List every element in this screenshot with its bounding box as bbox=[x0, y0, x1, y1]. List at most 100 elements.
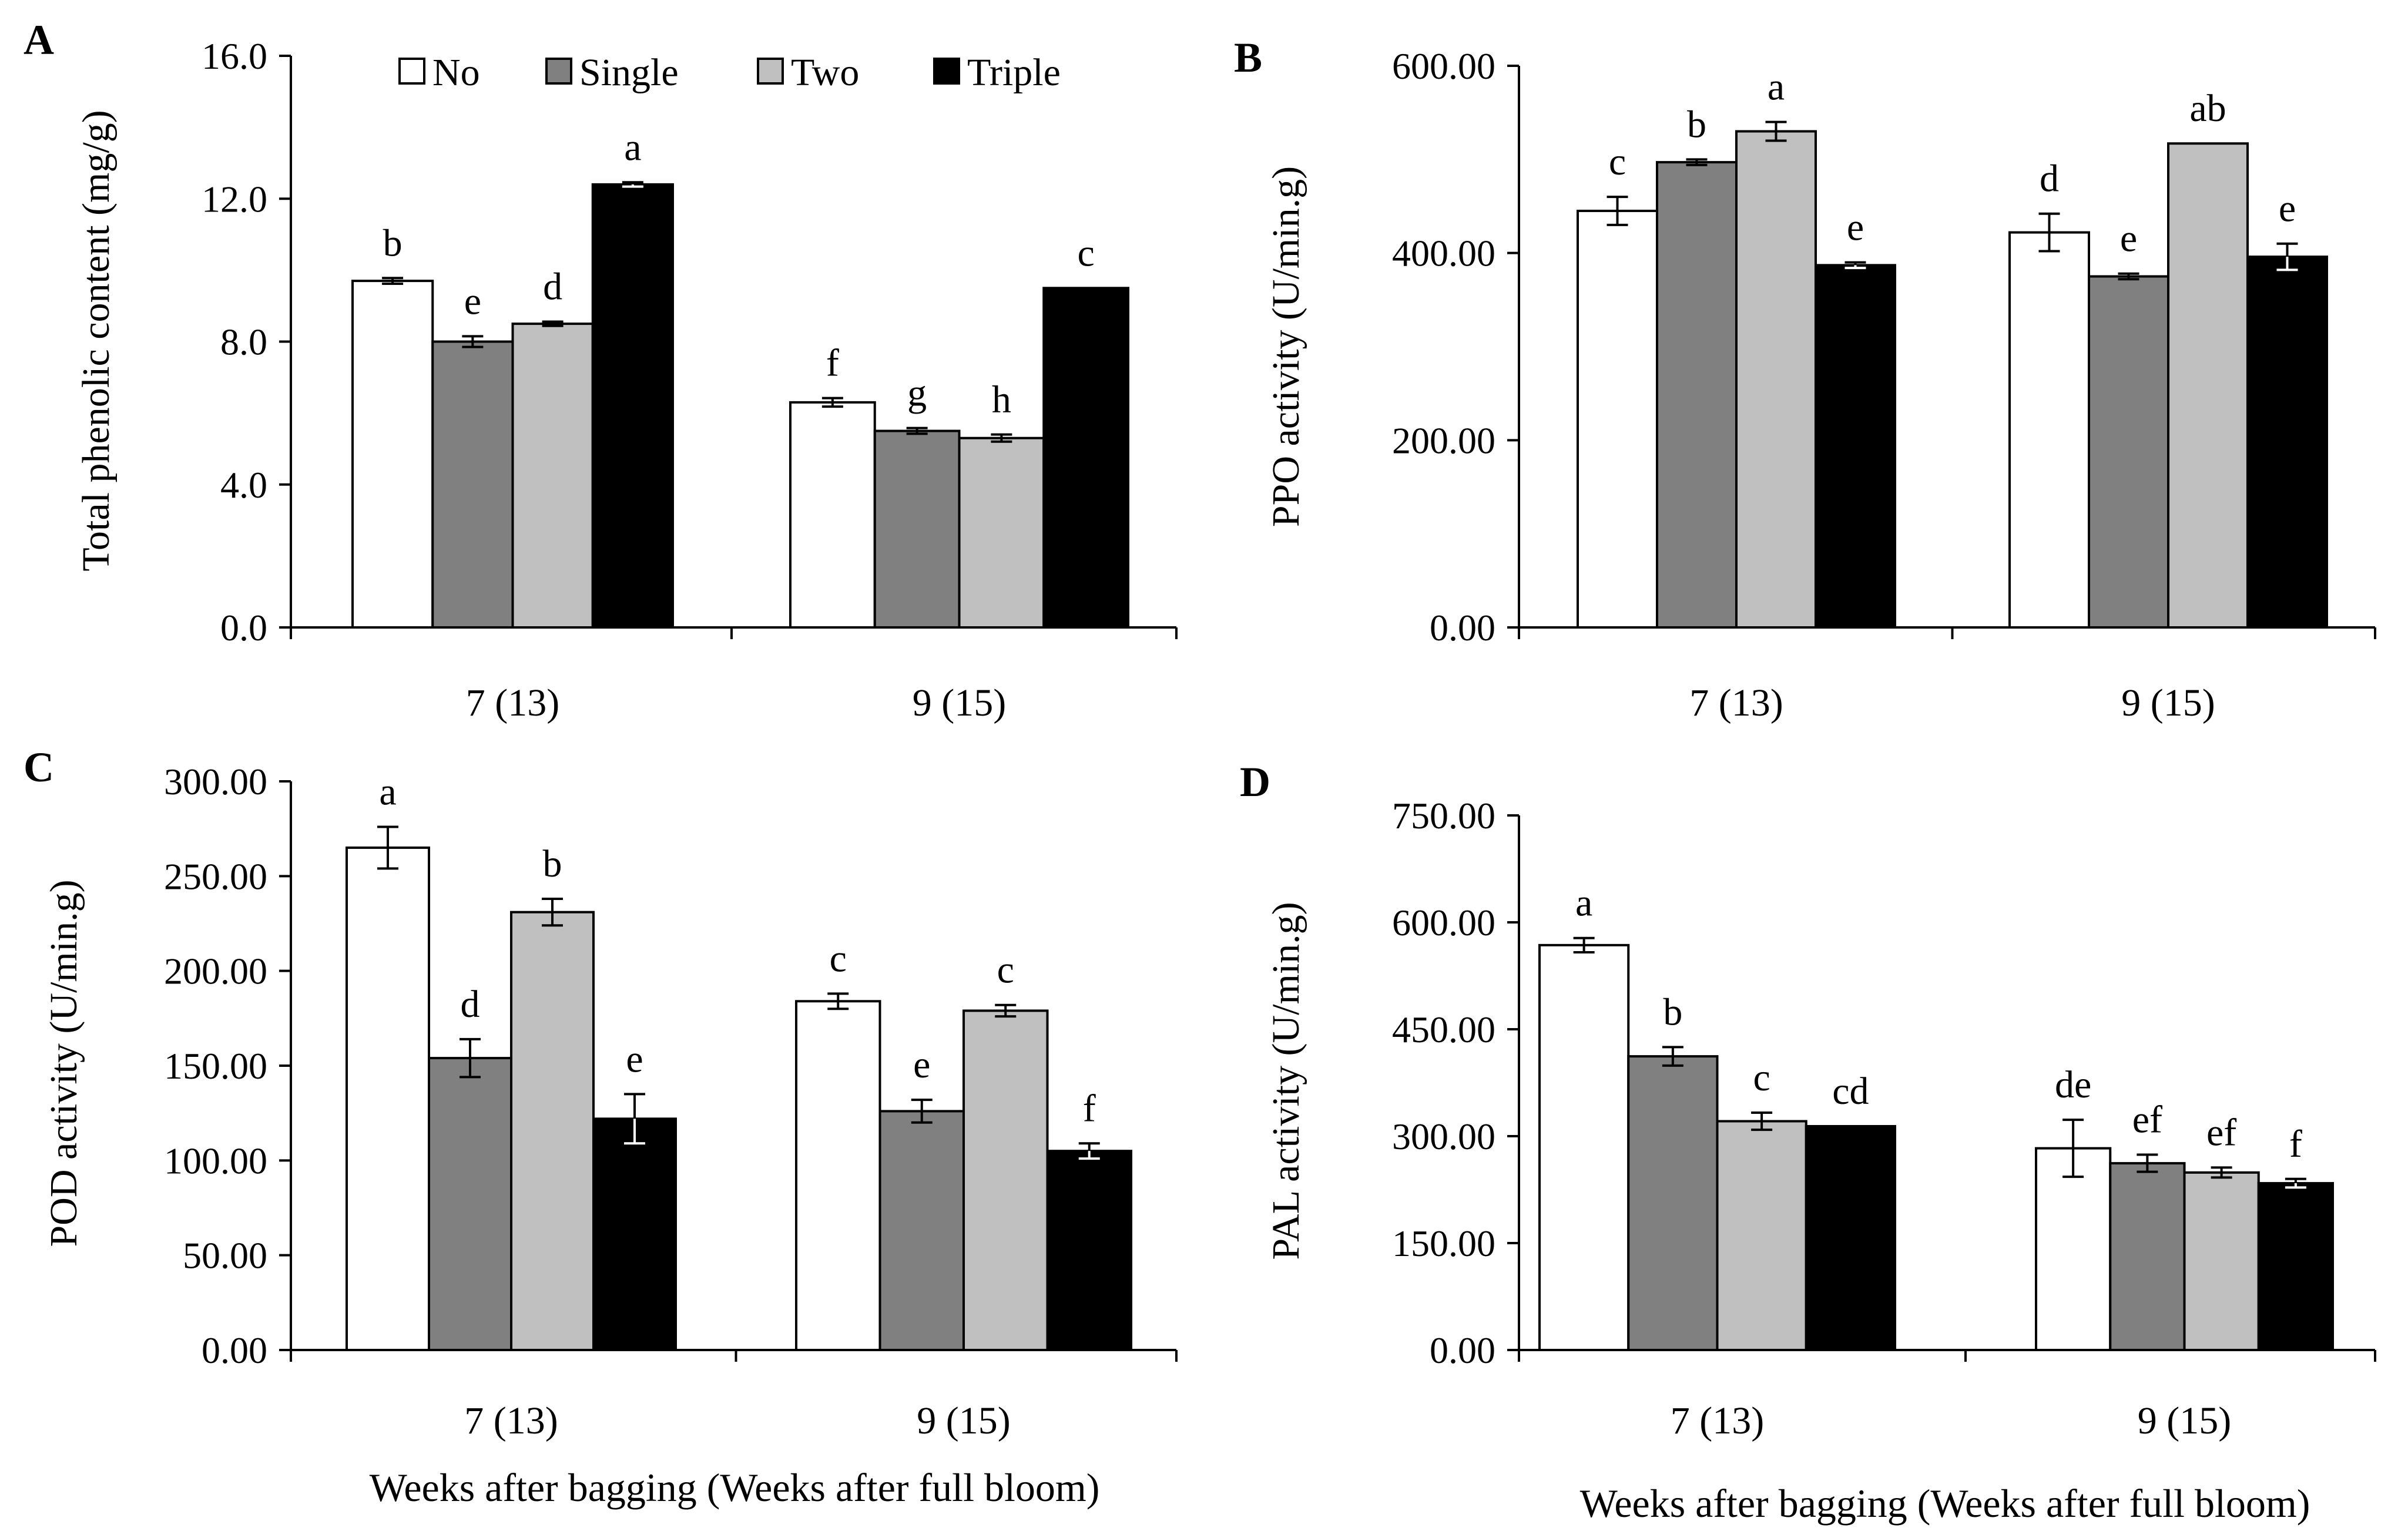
y-tick-label: 750.00 bbox=[1392, 795, 1495, 837]
y-tick-label: 50.00 bbox=[183, 1235, 267, 1277]
significance-letter: a bbox=[379, 770, 396, 813]
significance-letter: e bbox=[2279, 187, 2296, 230]
significance-letter: a bbox=[624, 126, 641, 169]
y-axis-title: PAL activity (U/min.g) bbox=[1265, 902, 1307, 1260]
legend-swatch-two bbox=[757, 58, 784, 85]
x-category-label: 7 (13) bbox=[466, 681, 559, 724]
significance-letter: ef bbox=[2132, 1099, 2162, 1141]
bar-no bbox=[1577, 209, 1658, 629]
significance-letter: c bbox=[1077, 231, 1094, 274]
bar-single bbox=[873, 429, 961, 629]
bar-no bbox=[789, 401, 876, 629]
bar-single bbox=[2109, 1162, 2186, 1352]
bar-single bbox=[428, 1057, 512, 1352]
significance-letter: e bbox=[2120, 217, 2137, 260]
x-axis-title: Weeks after bagging (Weeks after full bl… bbox=[370, 1465, 1100, 1510]
y-tick-label: 12.0 bbox=[202, 178, 267, 220]
panel-letter: D bbox=[1240, 758, 1270, 805]
significance-letter: g bbox=[907, 372, 927, 415]
legend: No Single Two Triple bbox=[398, 51, 1061, 94]
bar-two bbox=[958, 436, 1045, 629]
y-tick-label: 400.00 bbox=[1392, 233, 1495, 274]
significance-letter: e bbox=[913, 1043, 930, 1086]
significance-letter: de bbox=[2055, 1063, 2091, 1106]
y-tick-label: 250.00 bbox=[164, 855, 267, 897]
bar-no bbox=[2008, 231, 2090, 629]
bar-triple bbox=[2246, 256, 2328, 629]
x-category-label: 9 (15) bbox=[2121, 681, 2215, 724]
significance-letter: b bbox=[1687, 103, 1706, 146]
bar-two bbox=[962, 1009, 1049, 1351]
bar-single bbox=[878, 1110, 965, 1351]
significance-letter: f bbox=[2289, 1123, 2302, 1166]
y-tick-label: 150.00 bbox=[164, 1045, 267, 1087]
significance-letter: c bbox=[997, 949, 1014, 992]
significance-letter: d bbox=[461, 983, 480, 1026]
x-category-label: 9 (15) bbox=[2138, 1399, 2231, 1442]
significance-letter: e bbox=[626, 1037, 643, 1080]
y-tick-label: 600.00 bbox=[1392, 902, 1495, 943]
legend-swatch-single bbox=[545, 58, 572, 85]
bar-single bbox=[431, 340, 514, 629]
bar-two bbox=[510, 911, 595, 1351]
bar-triple bbox=[1805, 1125, 1896, 1351]
bar-two bbox=[1716, 1120, 1807, 1352]
bar-two bbox=[1735, 130, 1817, 629]
bar-two bbox=[2167, 142, 2249, 629]
y-tick-label: 8.0 bbox=[220, 321, 267, 363]
legend-label-triple: Triple bbox=[967, 51, 1061, 94]
significance-letter: a bbox=[1768, 66, 1785, 109]
significance-letter: b bbox=[1663, 990, 1682, 1033]
significance-letter: f bbox=[1083, 1087, 1096, 1130]
bar-single bbox=[2088, 275, 2169, 629]
y-axis-title: POD activity (U/min.g) bbox=[42, 879, 85, 1247]
significance-letter: ab bbox=[2189, 87, 2226, 130]
significance-letter: f bbox=[826, 342, 839, 385]
x-category-label: 9 (15) bbox=[913, 681, 1006, 724]
panel-letter: B bbox=[1234, 34, 1262, 81]
significance-letter: cd bbox=[1832, 1070, 1869, 1113]
y-tick-label: 4.0 bbox=[220, 464, 267, 506]
y-tick-label: 0.00 bbox=[1430, 607, 1495, 649]
bar-no bbox=[346, 846, 430, 1351]
bar-single bbox=[1656, 161, 1738, 629]
y-tick-label: 150.00 bbox=[1392, 1223, 1495, 1264]
y-tick-label: 200.00 bbox=[1392, 419, 1495, 461]
bar-triple bbox=[1046, 1150, 1132, 1351]
y-tick-label: 100.00 bbox=[164, 1140, 267, 1181]
y-axis-title: Total phenolic content (mg/g) bbox=[75, 110, 118, 571]
y-tick-label: 0.00 bbox=[202, 1329, 267, 1371]
bar-two bbox=[511, 323, 594, 629]
y-tick-label: 300.00 bbox=[1392, 1116, 1495, 1157]
significance-letter: c bbox=[1609, 140, 1626, 183]
legend-label-no: No bbox=[432, 51, 480, 94]
bar-two bbox=[2183, 1171, 2260, 1351]
panel-a-chart: A 0.0 4.0 8.0 12.0 16.0 Total phenolic content… bbox=[24, 16, 1178, 724]
bar-no bbox=[795, 1000, 881, 1351]
y-tick-label: 600.00 bbox=[1392, 45, 1495, 87]
y-tick-label: 16.0 bbox=[202, 35, 267, 77]
x-category-label: 9 (15) bbox=[917, 1399, 1010, 1442]
legend-swatch-no bbox=[398, 58, 425, 85]
significance-letter: d bbox=[543, 265, 562, 308]
significance-letter: e bbox=[1847, 206, 1864, 249]
panel-d-chart: D 0.00 150.00 300.00 450.00 600.00 750.00 PAL a… bbox=[1240, 758, 2376, 1526]
y-tick-label: 200.00 bbox=[164, 951, 267, 992]
bar-triple bbox=[591, 183, 674, 629]
bar-single bbox=[1627, 1055, 1719, 1352]
significance-letter: h bbox=[992, 378, 1011, 421]
x-category-label: 7 (13) bbox=[464, 1399, 558, 1442]
significance-letter: e bbox=[464, 280, 481, 323]
bar-no bbox=[2035, 1147, 2112, 1352]
panel-c-chart: C 0.00 50.00 100.00 150.00 200.00 250.00 300.00… bbox=[24, 744, 1178, 1510]
panel-letter: A bbox=[24, 16, 54, 63]
bar-no bbox=[351, 280, 434, 629]
bar-triple bbox=[1815, 264, 1896, 629]
y-tick-label: 450.00 bbox=[1392, 1009, 1495, 1050]
y-axis-title: PPO activity (U/min.g) bbox=[1265, 166, 1307, 527]
significance-letter: d bbox=[2040, 157, 2059, 200]
bar-triple bbox=[592, 1117, 677, 1351]
bar-no bbox=[1538, 943, 1630, 1351]
bar-triple bbox=[2257, 1182, 2334, 1351]
